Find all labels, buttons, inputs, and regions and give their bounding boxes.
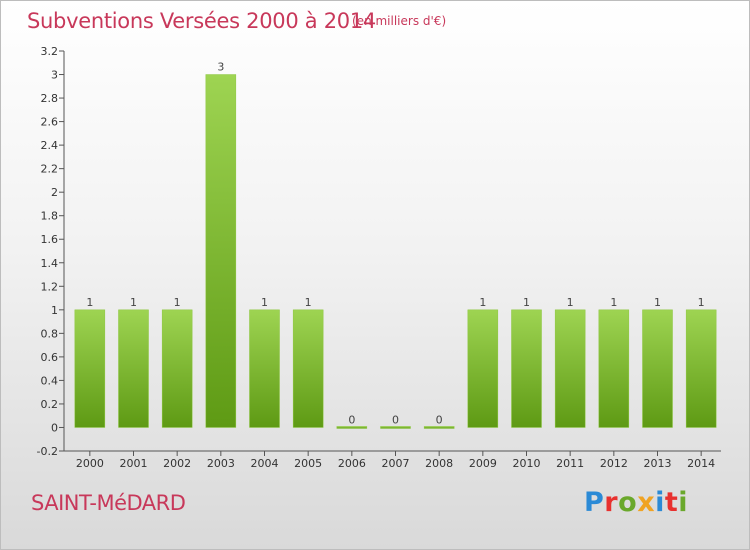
bar-2005 bbox=[292, 309, 324, 428]
logo-letter: P bbox=[584, 487, 605, 518]
commune-name: SAINT-MéDARD bbox=[31, 491, 186, 515]
bar-2010 bbox=[511, 309, 542, 428]
bar-2011 bbox=[554, 309, 586, 428]
bar-2007 bbox=[380, 426, 411, 429]
x-tick-label-2009: 2009 bbox=[469, 457, 497, 470]
chart-title: Subventions Versées 2000 à 2014 bbox=[27, 9, 376, 33]
x-tick-label-2010: 2010 bbox=[513, 457, 541, 470]
y-tick-label: 0.6 bbox=[41, 351, 59, 364]
logo-letter: r bbox=[604, 487, 619, 518]
y-tick-label: 2.2 bbox=[41, 163, 59, 176]
bar-2002 bbox=[161, 309, 193, 428]
y-tick-label: 2.6 bbox=[41, 116, 59, 129]
axes: -0.2 0 0.2 0.4 0.6 0.8 1 1.2 1.4 1.6 1.8 2 2.2 2.4 2.6… bbox=[37, 45, 721, 470]
x-tick-label-2007: 2007 bbox=[382, 457, 410, 470]
y-tick-label: -0.2 bbox=[37, 445, 58, 458]
bar-2013 bbox=[642, 309, 673, 428]
x-tick-label-2006: 2006 bbox=[338, 457, 366, 470]
data-label-2002: 1 bbox=[174, 296, 181, 309]
bar-2009 bbox=[467, 309, 499, 428]
y-tick-label: 2 bbox=[51, 186, 58, 199]
x-tick-label-2004: 2004 bbox=[251, 457, 279, 470]
y-tick-label: 1.8 bbox=[41, 210, 59, 223]
bar-2001 bbox=[118, 309, 149, 428]
data-label-2010: 1 bbox=[523, 296, 530, 309]
y-tick-label: 1 bbox=[51, 304, 58, 317]
data-label-2012: 1 bbox=[610, 296, 617, 309]
data-label-2005: 1 bbox=[305, 296, 312, 309]
data-label-2007: 0 bbox=[392, 413, 399, 426]
y-tick-label: 1.6 bbox=[41, 233, 59, 246]
bars bbox=[74, 74, 717, 429]
data-label-2001: 1 bbox=[130, 296, 137, 309]
bar-2008 bbox=[423, 426, 455, 429]
y-tick-label: 1.4 bbox=[41, 257, 59, 270]
y-tick-label: 0.8 bbox=[41, 327, 59, 340]
x-tick-label-2012: 2012 bbox=[600, 457, 628, 470]
data-label-2009: 1 bbox=[479, 296, 486, 309]
x-tick-label-2014: 2014 bbox=[687, 457, 715, 470]
x-tick-label-2000: 2000 bbox=[76, 457, 104, 470]
y-tick-label: 3.2 bbox=[41, 45, 59, 58]
logo-letter: x bbox=[637, 487, 656, 518]
y-tick-label: 2.4 bbox=[41, 139, 59, 152]
data-label-2003: 3 bbox=[217, 61, 224, 74]
data-label-2000: 1 bbox=[86, 296, 93, 309]
logo-letter: i bbox=[678, 487, 689, 518]
x-tick-label-2005: 2005 bbox=[294, 457, 322, 470]
data-label-2004: 1 bbox=[261, 296, 268, 309]
bar-2012 bbox=[598, 309, 630, 428]
chart-subtitle: (en milliers d'€) bbox=[352, 14, 447, 28]
bar-2004 bbox=[249, 309, 280, 428]
x-tick-label-2011: 2011 bbox=[556, 457, 584, 470]
y-tick-label: 1.2 bbox=[41, 280, 59, 293]
y-tick-label: 0.2 bbox=[41, 398, 59, 411]
x-tick-label-2008: 2008 bbox=[425, 457, 453, 470]
data-label-2013: 1 bbox=[654, 296, 661, 309]
y-tick-label: 2.8 bbox=[41, 92, 59, 105]
x-tick-label-2001: 2001 bbox=[120, 457, 148, 470]
bar-2006 bbox=[336, 426, 368, 429]
y-tick-label: 3 bbox=[51, 69, 58, 82]
x-tick-label-2003: 2003 bbox=[207, 457, 235, 470]
logo-letter: o bbox=[618, 487, 638, 518]
data-label-2014: 1 bbox=[698, 296, 705, 309]
data-labels: 1 1 1 3 1 1 0 0 0 1 1 1 1 1 1 bbox=[86, 61, 704, 427]
bar-2003 bbox=[205, 74, 237, 428]
data-label-2011: 1 bbox=[567, 296, 574, 309]
bar-2000 bbox=[74, 309, 106, 428]
x-tick-label-2013: 2013 bbox=[644, 457, 672, 470]
x-tick-label-2002: 2002 bbox=[163, 457, 191, 470]
y-tick-label: 0 bbox=[51, 421, 58, 434]
data-label-2006: 0 bbox=[348, 413, 355, 426]
y-tick-label: 0.4 bbox=[41, 374, 59, 387]
bar-2014 bbox=[685, 309, 717, 428]
data-label-2008: 0 bbox=[436, 413, 443, 426]
logo-letter: t bbox=[664, 487, 679, 518]
logo-letter: i bbox=[655, 487, 665, 518]
proxiti-logo[interactable]: Proxiti bbox=[584, 487, 688, 518]
